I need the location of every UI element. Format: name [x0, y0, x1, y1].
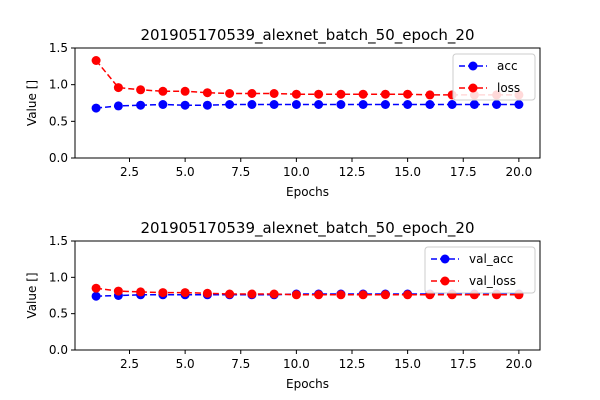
data-point-acc — [336, 100, 346, 109]
data-point-loss — [358, 89, 368, 99]
y-tick-label: 1.0 — [49, 270, 68, 284]
chart-title: 201905170539_alexnet_batch_50_epoch_20 — [140, 219, 474, 238]
data-point-acc — [113, 101, 123, 111]
data-point-loss — [380, 89, 390, 99]
data-point-acc — [447, 100, 457, 109]
data-point-loss — [136, 85, 146, 95]
x-tick-label: 17.5 — [450, 165, 477, 179]
data-point-acc — [291, 100, 301, 109]
data-point-val_loss — [113, 286, 123, 296]
x-axis-label: Epochs — [286, 185, 329, 199]
data-point-acc — [380, 100, 390, 109]
x-tick-label: 20.0 — [506, 357, 533, 371]
data-point-acc — [158, 100, 168, 109]
data-point-val_loss — [91, 283, 101, 293]
data-point-acc — [492, 100, 502, 109]
data-point-val_loss — [180, 288, 190, 298]
data-point-acc — [358, 100, 368, 109]
plot-frame — [74, 47, 541, 159]
data-point-val_loss — [269, 289, 279, 299]
x-tick-label: 5.0 — [176, 165, 195, 179]
x-tick-label: 15.0 — [394, 357, 421, 371]
x-tick-label: 7.5 — [231, 357, 250, 371]
y-axis-label: Value [] — [25, 80, 39, 126]
y-tick-label: 1.0 — [49, 78, 68, 92]
data-point-val_loss — [291, 290, 301, 300]
data-point-val_loss — [225, 289, 235, 299]
x-tick-label: 5.0 — [176, 357, 195, 371]
data-point-loss — [247, 89, 257, 98]
data-point-acc — [225, 100, 235, 109]
legend-label-val_acc: val_acc — [469, 252, 513, 266]
data-point-acc — [469, 100, 479, 109]
data-point-loss — [425, 90, 435, 100]
data-point-loss — [158, 86, 168, 96]
data-point-val_loss — [136, 287, 146, 297]
data-point-loss — [113, 83, 123, 93]
data-point-acc — [425, 100, 435, 109]
data-point-loss — [269, 89, 279, 98]
data-point-val_loss — [247, 289, 257, 299]
legend-label-acc: acc — [497, 59, 518, 73]
legend-marker-val_loss — [440, 276, 450, 286]
data-point-acc — [136, 100, 146, 110]
x-tick-label: 12.5 — [339, 357, 366, 371]
chart-top: 201905170539_alexnet_batch_50_epoch_20 2.… — [25, 26, 541, 199]
data-point-acc — [247, 100, 257, 109]
data-point-val_loss — [202, 288, 212, 298]
data-point-loss — [314, 89, 324, 99]
y-tick-label: 1.5 — [49, 41, 68, 55]
data-point-val_loss — [336, 290, 346, 300]
data-point-acc — [180, 100, 190, 110]
x-tick-label: 7.5 — [231, 165, 250, 179]
x-tick-label: 20.0 — [506, 165, 533, 179]
chart-title: 201905170539_alexnet_batch_50_epoch_20 — [140, 26, 474, 45]
data-point-loss — [180, 86, 190, 96]
legend-marker-loss — [468, 83, 478, 93]
chart-bottom: 201905170539_alexnet_batch_50_epoch_20 2.… — [25, 219, 541, 391]
x-tick-label: 10.0 — [283, 357, 310, 371]
data-point-loss — [403, 89, 413, 99]
data-point-loss — [225, 89, 235, 98]
plot-frame — [74, 240, 541, 351]
legend-box — [452, 53, 536, 101]
data-point-acc — [314, 100, 324, 109]
data-point-val_loss — [380, 290, 390, 300]
data-point-loss — [291, 89, 301, 99]
data-point-val_loss — [158, 288, 168, 298]
legend-label-loss: loss — [497, 81, 520, 95]
y-axis-label: Value [] — [25, 272, 39, 318]
data-point-val_loss — [403, 290, 413, 300]
data-point-val_loss — [314, 290, 324, 300]
legend: val_acc val_loss — [424, 246, 536, 294]
data-point-loss — [91, 56, 101, 65]
x-tick-label: 15.0 — [394, 165, 421, 179]
legend-marker-val_acc — [440, 254, 450, 264]
data-point-val_acc — [91, 291, 101, 301]
x-tick-label: 10.0 — [283, 165, 310, 179]
x-tick-label: 2.5 — [120, 357, 139, 371]
x-axis-label: Epochs — [286, 377, 329, 391]
y-tick-label: 0.0 — [49, 151, 68, 165]
legend-marker-acc — [468, 61, 478, 71]
y-tick-label: 0.5 — [49, 114, 68, 128]
y-tick-label: 0.0 — [49, 343, 68, 357]
data-point-acc — [202, 100, 212, 110]
data-point-acc — [514, 100, 524, 109]
legend-label-val_loss: val_loss — [469, 274, 516, 288]
data-point-acc — [269, 100, 279, 109]
y-tick-label: 1.5 — [49, 234, 68, 248]
legend: acc loss — [452, 53, 536, 101]
x-tick-label: 12.5 — [339, 165, 366, 179]
x-tick-label: 2.5 — [120, 165, 139, 179]
data-point-loss — [202, 88, 212, 98]
data-point-val_loss — [358, 290, 368, 300]
data-point-acc — [403, 100, 413, 109]
y-tick-label: 0.5 — [49, 307, 68, 321]
data-point-loss — [336, 89, 346, 99]
x-tick-label: 17.5 — [450, 357, 477, 371]
data-point-acc — [91, 103, 101, 113]
